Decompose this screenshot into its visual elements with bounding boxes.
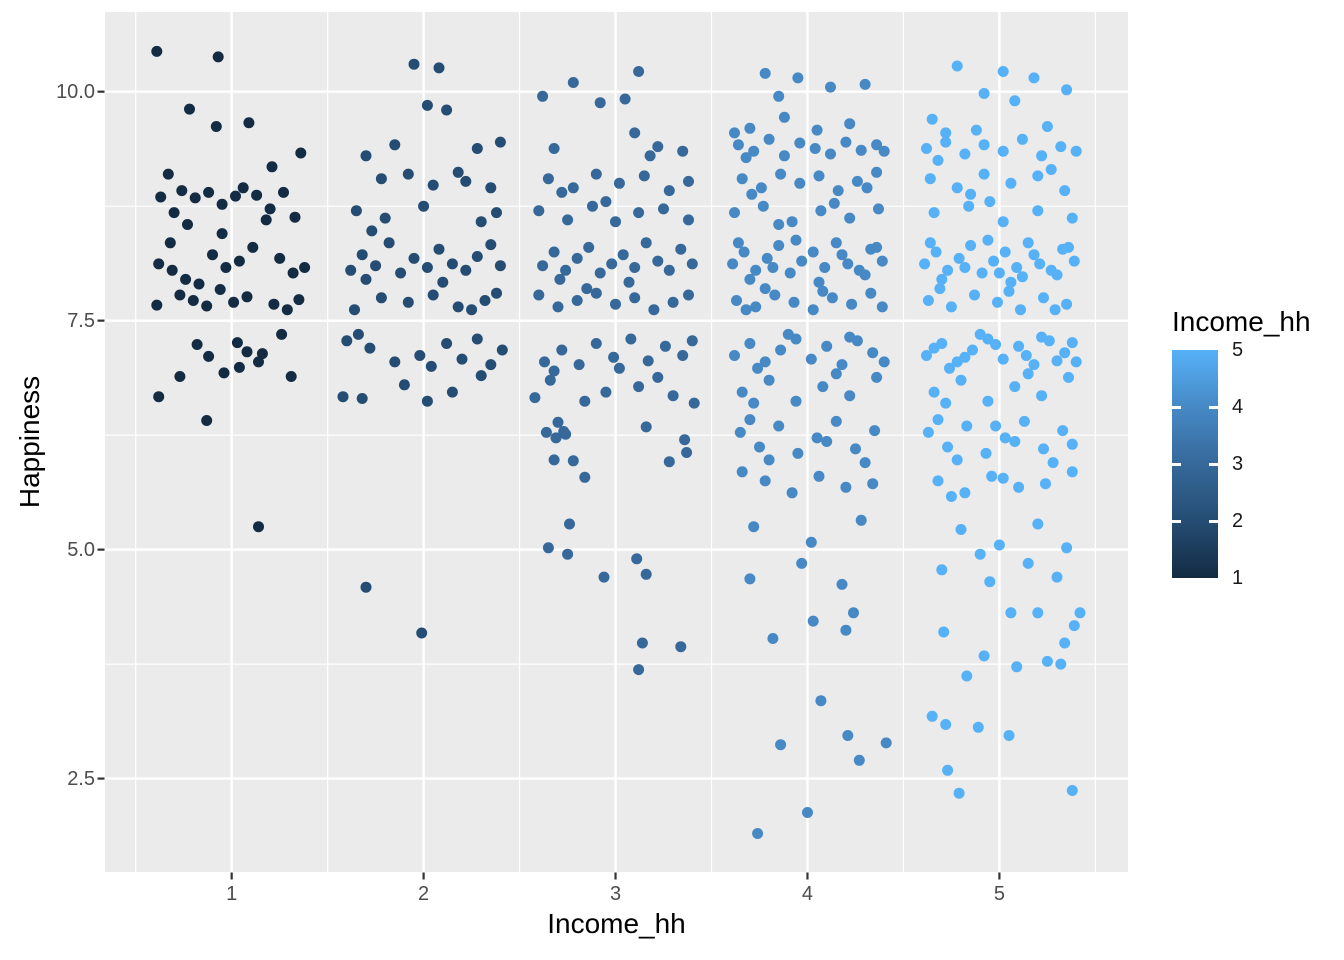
x-tick-label: 3: [609, 883, 622, 905]
x-tick-label: 1: [226, 883, 238, 905]
gridlines: [105, 12, 1128, 872]
legend-tick-mark: [1209, 405, 1218, 409]
x-tick-label: 4: [801, 883, 814, 905]
legend-tick-label: 2: [1232, 510, 1244, 532]
axis-tick-marks: [97, 90, 1001, 880]
legend-tick-label: 1: [1232, 567, 1244, 589]
colorbar-legend: Income_hh 5 4 3 2 1: [1160, 300, 1344, 600]
legend-tick-label: 4: [1232, 396, 1244, 418]
series-3: [529, 66, 700, 676]
legend-tick-mark: [1172, 405, 1181, 409]
x-tick-label: 2: [418, 883, 430, 905]
series-1: [151, 45, 311, 533]
data-points: [151, 45, 1086, 839]
series-4: [727, 67, 892, 839]
y-tick-label: 2.5: [67, 767, 95, 790]
series-2: [337, 58, 508, 639]
x-tick-label: 5: [993, 883, 1005, 905]
legend-tick-mark: [1209, 462, 1218, 466]
series-5: [919, 60, 1086, 799]
y-tick-label: 10.0: [56, 80, 95, 103]
legend-tick-label: 5: [1232, 339, 1244, 361]
legend-tick-mark: [1209, 519, 1218, 523]
y-axis-title: Happiness: [14, 375, 45, 509]
legend-title: Income_hh: [1172, 306, 1311, 337]
y-tick-label: 7.5: [67, 309, 95, 332]
y-tick-label: 5.0: [67, 538, 95, 561]
legend-tick-mark: [1172, 519, 1181, 523]
legend-tick-label: 3: [1232, 453, 1244, 475]
legend-tick-mark: [1172, 462, 1181, 466]
x-axis-title: Income_hh: [547, 908, 686, 939]
